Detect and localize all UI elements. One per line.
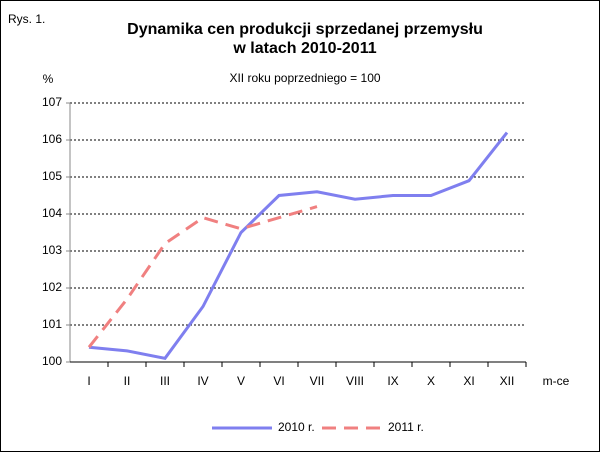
y-tick-label: 104 — [42, 206, 62, 220]
y-tick-label: 102 — [42, 280, 62, 294]
chart-title: Dynamika cen produkcji sprzedanej przemy… — [127, 21, 483, 38]
x-tick-label: IV — [197, 374, 208, 388]
x-tick-label: II — [124, 374, 131, 388]
chart-subtitle: XII roku poprzedniego = 100 — [229, 71, 380, 85]
y-tick-label: 101 — [42, 317, 62, 331]
x-tick-label: XII — [500, 374, 515, 388]
y-tick-label: 103 — [42, 243, 62, 257]
series-line — [88, 131, 509, 360]
y-tick-label: 105 — [42, 169, 62, 183]
y-tick-label: 106 — [42, 132, 62, 146]
y-tick-label: 107 — [42, 95, 62, 109]
y-tick-label: 100 — [42, 354, 62, 368]
x-tick-label: IX — [387, 374, 398, 388]
y-axis-label: % — [43, 72, 54, 86]
x-tick-label: VII — [310, 374, 325, 388]
legend-label: 2011 r. — [388, 420, 424, 434]
x-axis-label: m-ce — [543, 374, 570, 388]
chart-title: w latach 2010-2011 — [232, 40, 376, 57]
x-tick-label: VI — [273, 374, 284, 388]
x-tick-label: V — [237, 374, 245, 388]
x-tick-label: III — [160, 374, 170, 388]
x-tick-label: I — [87, 374, 90, 388]
legend-label: 2010 r. — [278, 420, 315, 434]
series-line — [87, 205, 318, 349]
x-tick-label: X — [427, 374, 435, 388]
x-tick-label: XI — [463, 374, 474, 388]
x-tick-label: VIII — [346, 374, 364, 388]
figure-label: Rys. 1. — [8, 12, 45, 26]
